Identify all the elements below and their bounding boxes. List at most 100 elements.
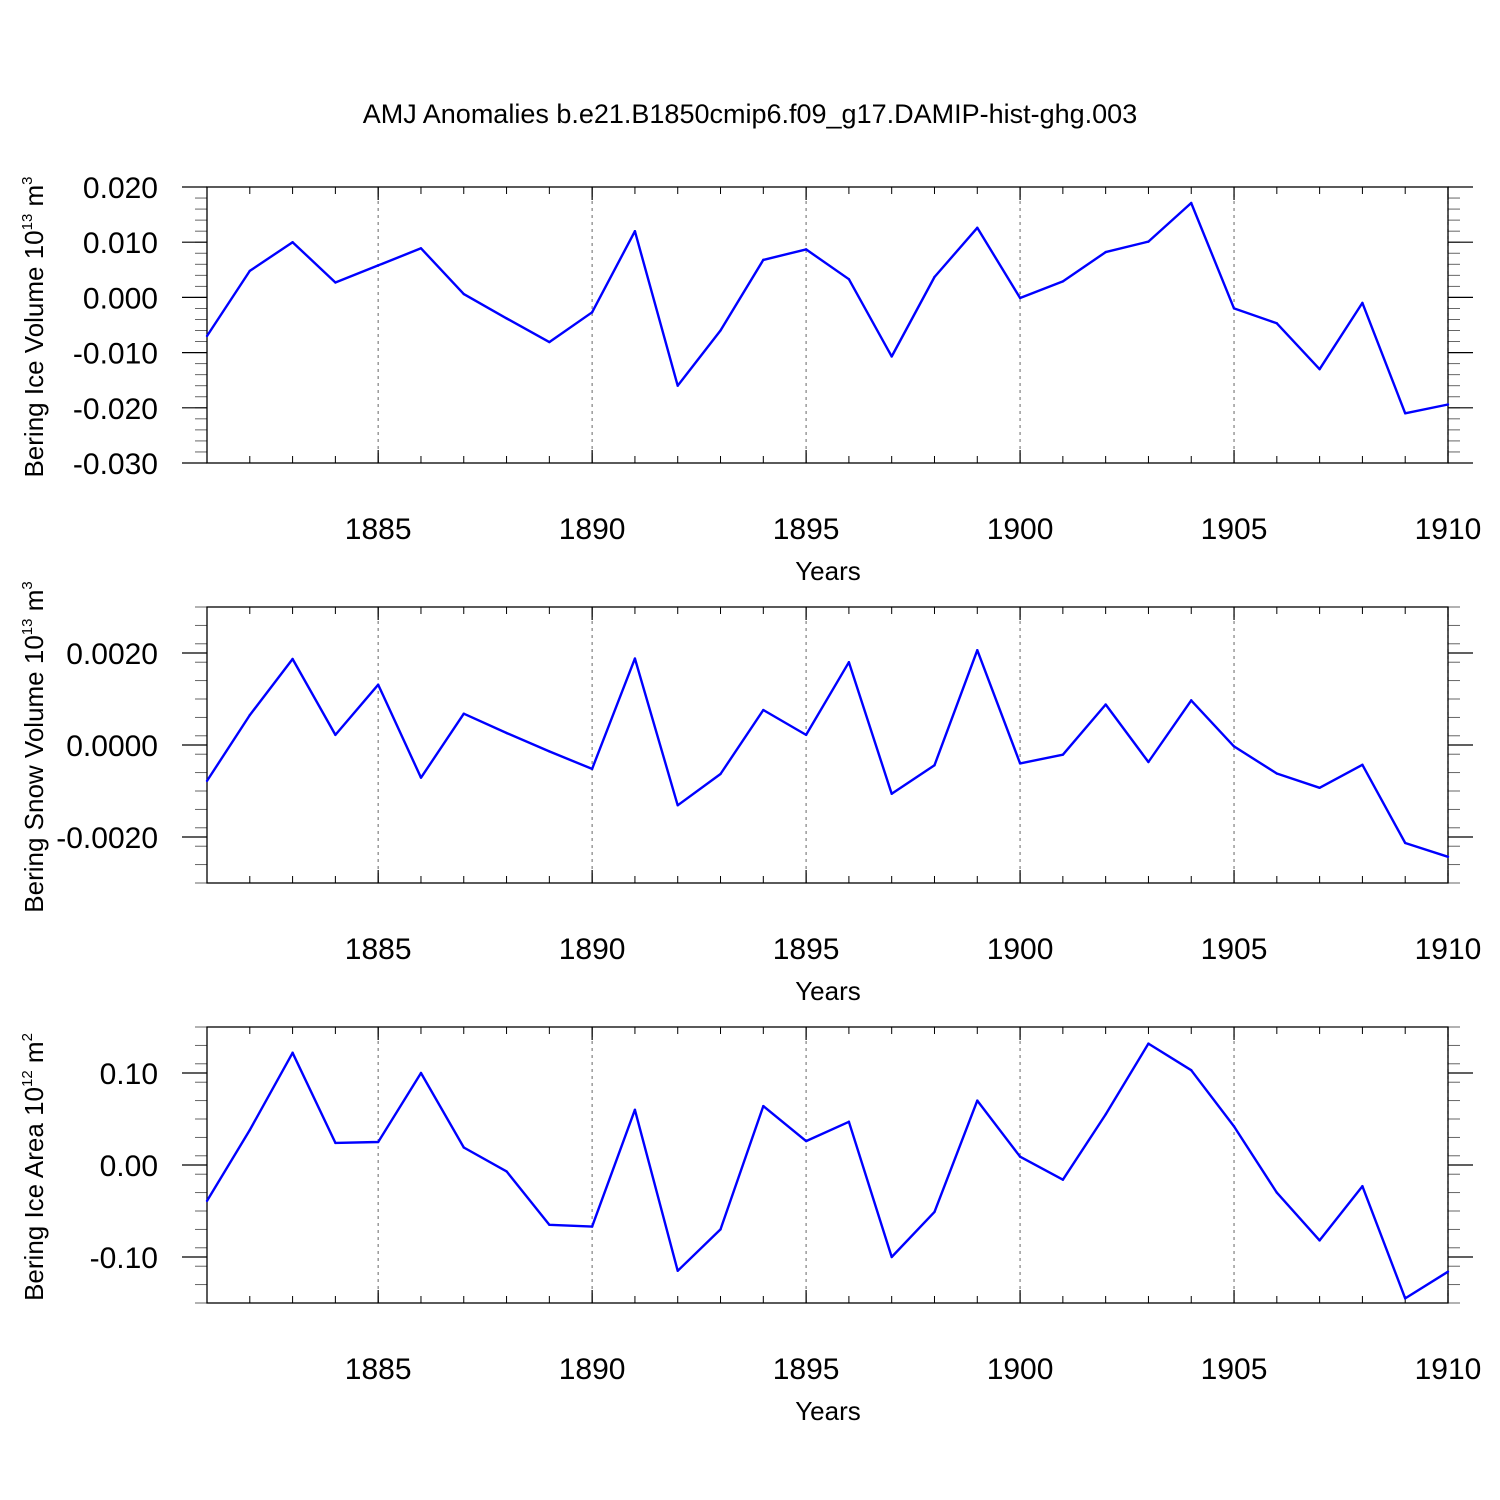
data-point [291, 1051, 294, 1054]
data-point [291, 657, 294, 661]
data-point [419, 776, 423, 779]
x-tick-label: 1910 [1415, 513, 1482, 546]
x-tick-label: 1905 [1201, 1353, 1268, 1386]
data-point [1190, 699, 1193, 702]
data-point [890, 1255, 893, 1259]
data-point [590, 767, 594, 771]
data-point [933, 275, 936, 279]
y-tick-label: 0.10 [100, 1058, 158, 1091]
y-tick-label: 0.0020 [66, 638, 158, 671]
data-point [1361, 301, 1364, 305]
x-tick-label: 1900 [987, 513, 1054, 546]
data-point [376, 683, 380, 686]
data-point [976, 1099, 979, 1102]
data-point [804, 248, 808, 251]
data-point [719, 1228, 722, 1231]
data-point [676, 804, 679, 807]
data-point [1104, 250, 1107, 254]
y-axis-label: Bering Ice Volume 1013 m3 [19, 176, 49, 477]
x-axis-label: Years [795, 556, 861, 586]
x-tick-label: 1895 [773, 1353, 840, 1386]
x-tick-label: 1890 [559, 933, 626, 966]
plot-frame [206, 1026, 1449, 1304]
data-point [1232, 307, 1236, 310]
data-point [590, 311, 594, 314]
data-point [976, 226, 979, 230]
data-point [1061, 753, 1065, 756]
series-line [205, 201, 1449, 415]
y-tick-label: -0.10 [90, 1242, 158, 1275]
data-point [1361, 1184, 1364, 1188]
plot-frame [206, 186, 1449, 464]
data-point [762, 708, 765, 712]
data-point [248, 269, 251, 273]
x-tick-label: 1890 [559, 1353, 626, 1386]
data-point [1061, 280, 1065, 283]
data-point [419, 1071, 423, 1075]
data-point [719, 772, 722, 776]
plot-frame [206, 606, 1449, 884]
x-tick-label: 1910 [1415, 933, 1482, 966]
x-tick-label: 1885 [345, 1353, 412, 1386]
data-point [633, 229, 637, 233]
data-point [762, 1104, 765, 1108]
data-point [1318, 1239, 1321, 1242]
data-point [1104, 1113, 1107, 1116]
y-tick-label: -0.020 [73, 393, 158, 426]
data-point [1446, 855, 1450, 858]
data-point [933, 1210, 936, 1214]
chart-title: AMJ Anomalies b.e21.B1850cmip6.f09_g17.D… [363, 99, 1137, 129]
data-point [1404, 841, 1407, 845]
data-point [1404, 1297, 1407, 1300]
data-point [1147, 1042, 1150, 1045]
x-tick-label: 1895 [773, 513, 840, 546]
y-tick-label: 0.020 [83, 172, 158, 205]
data-point [976, 649, 979, 652]
data-point [462, 1146, 465, 1149]
data-point [676, 384, 679, 387]
y-tick-label: 0.000 [83, 282, 158, 315]
x-tick-label: 1905 [1201, 513, 1268, 546]
data-point [719, 329, 722, 332]
data-point [1232, 745, 1236, 748]
data-point [505, 317, 508, 320]
data-point [505, 1170, 508, 1173]
data-point [248, 1128, 251, 1132]
data-point [548, 340, 551, 344]
series-line [205, 1042, 1449, 1300]
data-point [590, 1225, 594, 1228]
data-point [804, 1139, 808, 1143]
y-tick-label: -0.010 [73, 338, 158, 371]
x-tick-label: 1895 [773, 933, 840, 966]
data-point [1275, 772, 1279, 775]
data-point [462, 292, 465, 296]
data-point [248, 713, 251, 717]
data-point [376, 264, 380, 267]
data-point [890, 792, 893, 795]
x-tick-label: 1905 [1201, 933, 1268, 966]
y-tick-label: 0.010 [83, 227, 158, 260]
data-point [205, 1199, 209, 1203]
data-point [847, 661, 851, 664]
y-tick-label: 0.00 [100, 1150, 158, 1183]
data-point [1190, 201, 1193, 205]
data-point [847, 1120, 851, 1123]
data-point [890, 355, 893, 358]
x-tick-label: 1900 [987, 933, 1054, 966]
data-point [1061, 1178, 1065, 1181]
data-point [633, 657, 637, 660]
data-point [291, 241, 294, 244]
data-point [847, 277, 851, 281]
data-point [933, 764, 936, 767]
y-axis-label: Bering Snow Volume 1013 m3 [19, 581, 49, 912]
data-point [1018, 296, 1022, 300]
data-point [462, 712, 465, 715]
y-tick-label: 0.0000 [66, 730, 158, 763]
data-point [1404, 412, 1407, 415]
data-point [1147, 240, 1150, 243]
data-point [334, 1141, 337, 1145]
data-point [804, 733, 808, 737]
data-point [1446, 1270, 1450, 1273]
data-point [633, 1108, 637, 1112]
